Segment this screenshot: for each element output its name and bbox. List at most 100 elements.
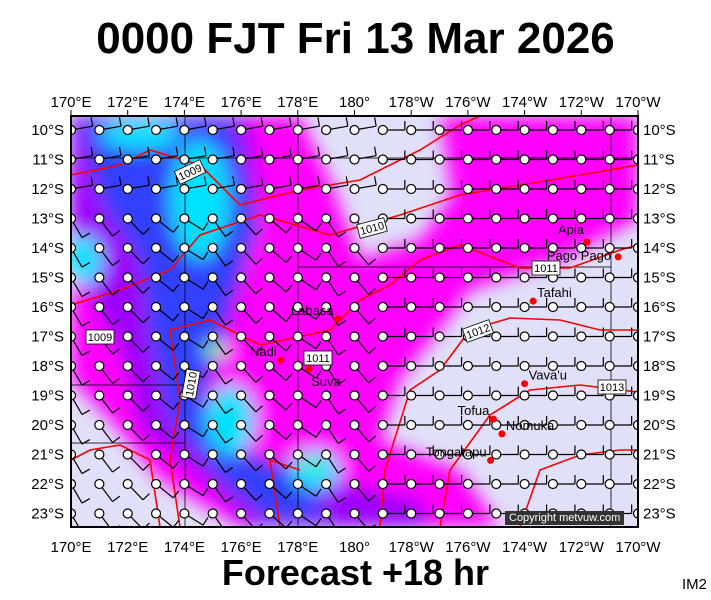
wind-barb-flag: [368, 288, 376, 295]
wind-station-circle: [207, 360, 218, 372]
wind-barb-flag: [255, 287, 263, 295]
isobar-label-box: [356, 217, 388, 239]
wind-barb-flag: [337, 290, 347, 297]
isobar-label: 1010: [181, 368, 201, 400]
wind-station-circle: [207, 331, 218, 342]
wind-barb-flag: [337, 231, 347, 238]
wind-station-circle: [604, 242, 615, 254]
wind-station-circle: [604, 213, 615, 224]
wind-station-circle: [71, 508, 77, 519]
wind-station-circle: [406, 154, 417, 165]
wind-station-circle: [321, 478, 332, 490]
lat-label-right: 14°S: [643, 240, 676, 257]
lat-label-right: 13°S: [643, 211, 676, 228]
place-label: Nomuka: [506, 418, 555, 433]
wind-station-circle: [349, 508, 360, 519]
wind-station-circle: [349, 154, 360, 165]
wind-station-circle: [349, 478, 360, 490]
wind-barb-flag: [255, 316, 263, 324]
wind-barb-flag: [285, 225, 293, 234]
wind-barb-flag: [112, 495, 121, 503]
wind-station-circle: [292, 272, 303, 283]
lon-label: 180°: [339, 94, 370, 111]
place-markers: Apia Pago Pago Tafahi Labasa Nadi Suva Vava'u T…: [250, 222, 622, 464]
wind-station-circle: [292, 183, 303, 195]
wind-station-circle: [264, 419, 275, 431]
wind-barb-flag: [285, 461, 293, 470]
wind-station-circle: [406, 478, 417, 490]
isobar-label-text: 1013: [600, 382, 624, 394]
wind-station-circle: [292, 331, 303, 342]
wind-station-circle: [122, 213, 133, 224]
wind-barb-flag: [202, 310, 209, 319]
wind-station-circle: [434, 154, 445, 165]
place-dot: [498, 430, 506, 438]
wind-barb-flag: [285, 373, 293, 381]
place-dot: [583, 238, 591, 246]
wind-station-circle: [179, 213, 190, 224]
wind-station-circle: [349, 213, 360, 224]
wind-barb-flag: [255, 405, 263, 413]
wind-station-circle: [207, 390, 218, 401]
isobar-label-box: [461, 319, 495, 343]
wind-barb-flag: [82, 528, 90, 533]
wind-barb-flag: [118, 146, 122, 156]
lon-label: 176°W: [445, 94, 491, 111]
wind-station-circle: [264, 154, 275, 165]
wind-barb-flag: [225, 230, 234, 238]
wind-station-circle: [491, 301, 502, 313]
wind-station-circle: [406, 301, 417, 313]
wind-barb-flag: [81, 439, 91, 445]
wind-station-circle: [236, 331, 247, 342]
wind-station-circle: [604, 272, 615, 283]
wind-station-circle: [491, 213, 502, 224]
wind-barb-flag: [345, 146, 349, 156]
wind-station-circle: [236, 213, 247, 224]
wind-barb-flag: [368, 317, 376, 325]
wind-station-circle: [406, 419, 417, 431]
lon-label: 176°E: [221, 94, 262, 111]
isobar-label-text: 1009: [88, 332, 112, 344]
map-title: 0000 FJT Fri 13 Mar 2026: [96, 14, 615, 63]
wind-barb-flag: [202, 487, 209, 496]
wind-station-circle: [462, 301, 473, 313]
wind-barb-flag: [142, 286, 150, 294]
wind-station-circle: [434, 508, 445, 519]
wind-barb-flag: [142, 257, 150, 265]
wind-barb-flag: [337, 320, 347, 326]
wind-station-circle: [604, 331, 615, 342]
wind-barb-flag: [203, 146, 207, 156]
wind-barb-flag: [368, 435, 376, 443]
wind-barb-flag: [225, 348, 234, 356]
wind-barb-flag: [315, 488, 322, 497]
isobar-label: 1010: [356, 217, 388, 239]
wind-barb-flag: [142, 404, 150, 412]
wind-station-circle: [122, 419, 133, 431]
place-dot: [305, 365, 313, 373]
place-dot: [489, 415, 497, 423]
wind-barb-flag: [81, 409, 91, 416]
wind-station-circle: [292, 508, 303, 519]
wind-station-circle: [406, 331, 417, 342]
wind-station-circle: [519, 360, 530, 372]
wind-barb-flag: [112, 230, 121, 237]
wind-station-circle: [122, 301, 133, 313]
wind-barb-flag: [288, 117, 292, 127]
place-dot: [614, 253, 622, 261]
wind-station-circle: [519, 272, 530, 283]
isobar-label-text: 1010: [184, 371, 200, 397]
wind-station-circle: [377, 331, 388, 342]
wind-barb-flag: [172, 224, 180, 233]
wind-barb-flag: [225, 378, 234, 385]
wind-barb-flag: [81, 468, 91, 475]
lat-label: 20°S: [31, 417, 64, 434]
wind-station-circle: [632, 213, 638, 224]
wind-station-circle: [434, 331, 445, 342]
wind-station-circle: [264, 331, 275, 342]
place-dot: [521, 380, 529, 388]
wind-station-circle: [349, 124, 360, 136]
wind-barb-flag: [337, 261, 347, 267]
wind-barb-flag: [112, 348, 121, 355]
wind-station-circle: [292, 154, 303, 165]
wind-station-circle: [292, 213, 303, 224]
